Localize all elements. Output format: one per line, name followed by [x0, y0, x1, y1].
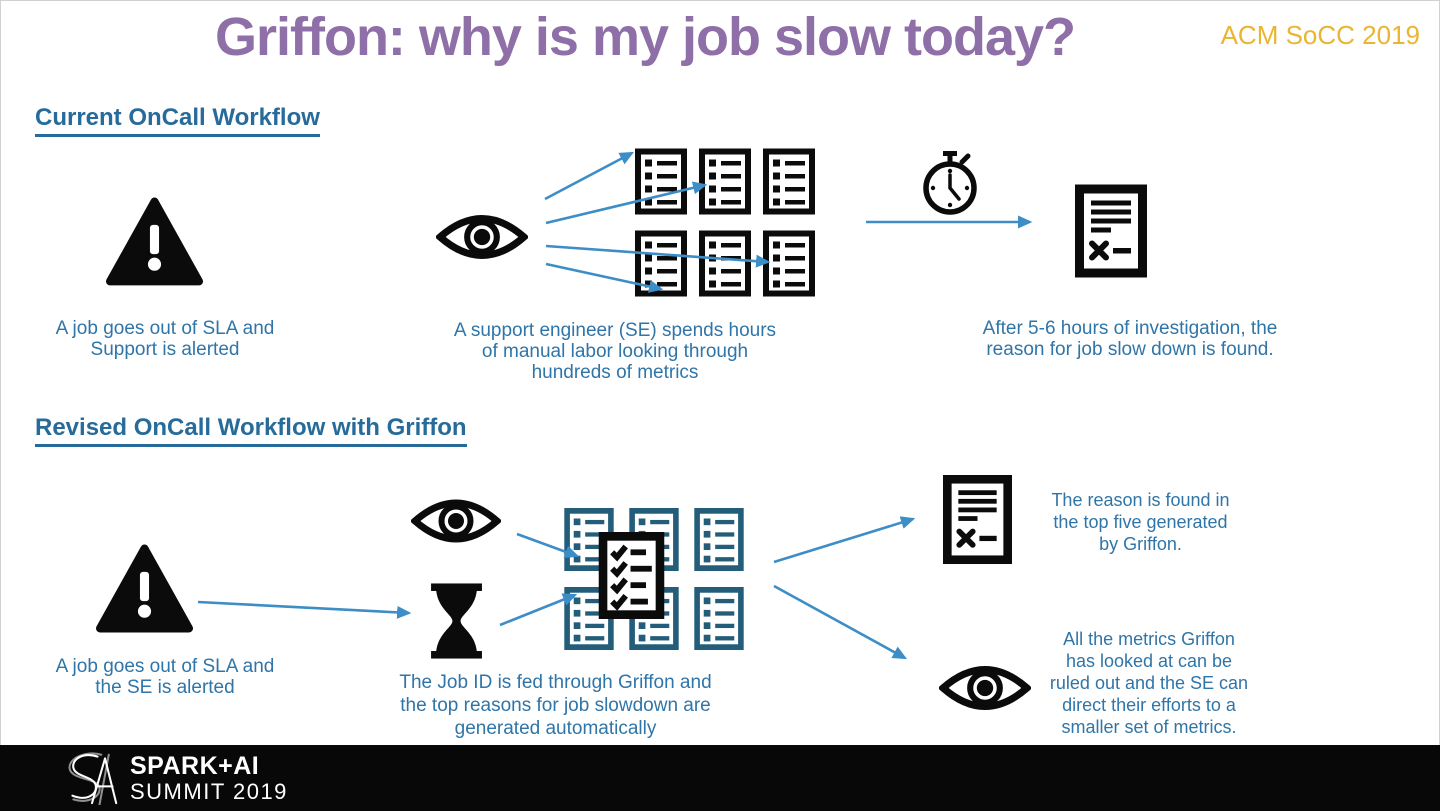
eye-icon — [939, 658, 1031, 718]
warning-triangle-icon — [96, 543, 193, 637]
current-workflow-heading: Current OnCall Workflow — [35, 104, 320, 137]
stopwatch-icon — [920, 150, 980, 216]
logo-title: SPARK+AI — [130, 752, 260, 781]
arrow-griffon-to-eye — [773, 584, 908, 660]
report-with-x-icon — [943, 474, 1012, 565]
caption-reason-top-five: The reason is found in the top five gene… — [1051, 490, 1230, 554]
footer-bar: SPARK+AI SUMMIT 2019 — [0, 745, 1440, 811]
caption-sla-alert-se: A job goes out of SLA and the SE is aler… — [55, 656, 275, 698]
metrics-list-icon — [635, 148, 687, 215]
eye-icon — [411, 492, 501, 550]
page-title: Griffon: why is my job slow today? — [214, 7, 1076, 67]
revised-workflow-heading: Revised OnCall Workflow with Griffon — [35, 414, 467, 447]
caption-griffon-automation: The Job ID is fed through Griffon and th… — [399, 672, 712, 739]
metrics-list-icon — [693, 587, 745, 650]
metrics-list-icon — [699, 148, 751, 215]
arrow-alert-to-hourglass — [197, 600, 412, 619]
hourglass-icon — [428, 583, 485, 659]
caption-manual-investigation: A support engineer (SE) spends hours of … — [453, 320, 777, 383]
metrics-list-icon — [699, 230, 751, 297]
metrics-grid-current — [635, 148, 815, 297]
metrics-list-icon — [763, 230, 815, 297]
metrics-list-icon — [635, 230, 687, 297]
conference-badge: ACM SoCC 2019 — [1220, 20, 1420, 50]
logo-text: SPARK+AI SUMMIT 2019 — [130, 752, 288, 804]
metrics-list-icon — [763, 148, 815, 215]
checklist-icon — [597, 532, 666, 619]
warning-triangle-icon — [106, 196, 203, 290]
caption-metrics-ruled-out: All the metrics Griffon has looked at ca… — [1049, 629, 1249, 737]
caption-investigation-result: After 5-6 hours of investigation, the re… — [982, 318, 1278, 360]
caption-sla-alert: A job goes out of SLA and Support is ale… — [55, 318, 275, 360]
spark-ai-summit-logo-icon — [68, 752, 118, 805]
logo-subtitle: SUMMIT 2019 — [130, 778, 288, 804]
arrow-griffon-to-report — [773, 516, 916, 564]
metrics-list-icon — [693, 508, 745, 571]
report-with-x-icon — [1075, 184, 1147, 278]
arrow-eye-to-metric-1 — [544, 151, 635, 201]
eye-icon — [436, 206, 528, 268]
